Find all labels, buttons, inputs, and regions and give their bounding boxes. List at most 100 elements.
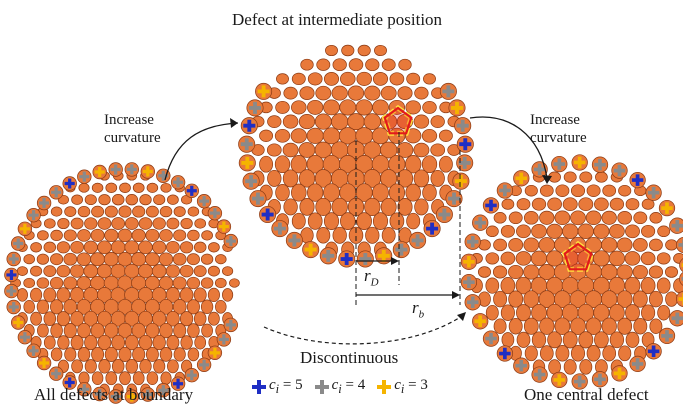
defect-plus-icon (142, 166, 153, 177)
cell (153, 194, 166, 206)
cell (516, 224, 531, 239)
cell (579, 171, 593, 183)
cell (158, 252, 174, 266)
cell (16, 266, 28, 276)
defect-plus-icon (647, 345, 660, 358)
cell (283, 198, 298, 216)
cell (316, 227, 331, 244)
cell (152, 240, 167, 254)
cell (159, 229, 173, 242)
cell (83, 240, 98, 254)
cell (91, 182, 104, 193)
cell (166, 335, 180, 350)
cell (546, 223, 563, 239)
cell (364, 197, 381, 217)
cell (76, 252, 92, 266)
cell (315, 85, 332, 101)
plus-yellow-icon (377, 380, 392, 394)
cell (77, 205, 91, 218)
cell (259, 129, 274, 142)
defect-plus-icon (458, 156, 471, 169)
defect-plus-icon (51, 187, 62, 198)
cell (63, 299, 78, 315)
defect-plus-icon (199, 359, 210, 370)
cell (91, 371, 104, 386)
defect-plus-icon (79, 171, 90, 182)
cell (173, 323, 187, 339)
cell (187, 323, 200, 338)
defect-plus-icon (678, 239, 683, 251)
defect-plus-icon (110, 391, 121, 402)
cell (477, 266, 492, 278)
cell (193, 287, 207, 303)
plus-blue-icon (252, 380, 266, 394)
cell (282, 169, 299, 188)
cell (641, 224, 656, 238)
cell (485, 225, 499, 238)
cell (547, 197, 562, 211)
cell (524, 345, 538, 362)
defect-plus-icon (6, 286, 17, 297)
defect-plus-icon (261, 208, 274, 221)
defect-plus-icon (288, 234, 301, 247)
cell (159, 347, 173, 362)
cell (63, 323, 77, 339)
cell (180, 335, 193, 350)
cell (332, 58, 347, 72)
cell (274, 155, 291, 174)
cell (291, 212, 306, 230)
cell (523, 237, 540, 253)
defect-plus-icon (51, 368, 62, 379)
figure-title: Defect at intermediate position (232, 10, 443, 29)
cell (579, 359, 593, 375)
cell (430, 115, 445, 128)
cell (331, 197, 348, 217)
cell (151, 264, 167, 279)
cell (322, 127, 341, 145)
cell (30, 242, 42, 253)
cell (500, 277, 516, 295)
cell (414, 86, 429, 100)
cell (578, 197, 594, 212)
cell (119, 371, 131, 386)
cell (500, 224, 515, 238)
defect-plus-icon (438, 208, 451, 221)
cell (159, 205, 173, 218)
cell (125, 358, 139, 374)
cell (200, 253, 214, 265)
cell (215, 299, 227, 314)
cell (117, 228, 133, 243)
defect-plus-icon (225, 236, 236, 247)
cell (207, 287, 220, 303)
cell (179, 287, 194, 303)
defect-plus-icon (515, 359, 527, 372)
cell (215, 254, 227, 265)
cell (500, 304, 515, 321)
defect-plus-icon (39, 358, 50, 369)
defect-plus-icon (395, 243, 408, 256)
cell (374, 44, 387, 57)
cell (36, 253, 50, 265)
defect-plus-icon (466, 296, 479, 309)
cell (657, 225, 671, 238)
cell (167, 359, 179, 374)
cell (372, 72, 389, 86)
cell (282, 114, 299, 129)
cell (485, 304, 499, 321)
cell (546, 250, 563, 267)
boundary-cell (679, 258, 683, 273)
cell (267, 169, 282, 187)
defect-plus-icon (671, 219, 683, 232)
cell (131, 228, 146, 243)
cell (30, 265, 43, 277)
cell (208, 311, 220, 326)
cell (124, 240, 140, 255)
cell (307, 99, 324, 115)
cell (594, 331, 609, 349)
cell (70, 310, 84, 327)
cell (43, 335, 56, 350)
cell (172, 276, 187, 290)
cell (500, 251, 516, 266)
cell (632, 264, 648, 280)
